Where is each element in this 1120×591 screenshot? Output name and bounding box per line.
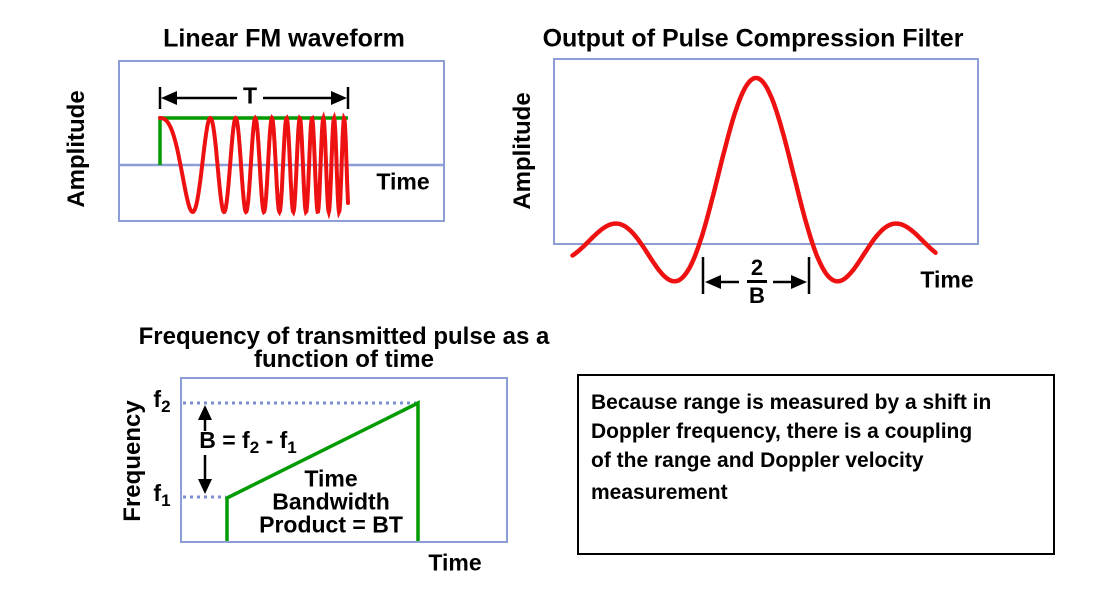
f2-label: f2 (153, 387, 170, 417)
note-box: Because range is measured by a shift in … (577, 374, 1055, 555)
pulse-width-label: T (242, 82, 258, 109)
time-bandwidth-annotation: Time Bandwidth Product = BT (259, 465, 403, 538)
f2-subscript: 2 (161, 397, 171, 417)
f2-base: f (153, 386, 162, 413)
lfm-y-axis-label: Amplitude (62, 90, 90, 208)
lfm-title: Linear FM waveform (163, 24, 405, 53)
bandwidth-eq-part1: B = f (199, 427, 250, 454)
lobe-arrowhead-right (791, 275, 807, 289)
f1-label: f1 (153, 481, 170, 511)
mainlobe-width-fraction: 2 B (735, 255, 779, 308)
tb-annotation-line1: Time (304, 465, 358, 492)
note-line3: of the range and Doppler velocity (591, 449, 924, 472)
pcf-x-axis-label: Time (920, 266, 974, 293)
fraction-denominator: B (749, 283, 765, 308)
fraction-numerator: 2 (750, 255, 764, 280)
bandwidth-eq-part2: - f (259, 427, 288, 454)
tb-annotation-line2: Bandwidth (272, 488, 390, 515)
f1-base: f (153, 480, 162, 507)
freq-title-line1: Frequency of transmitted pulse as a (138, 323, 550, 350)
lfm-plot-box (118, 60, 445, 222)
tb-annotation-line3: Product = BT (259, 511, 403, 538)
bandwidth-equation: B = f2 - f1 (199, 428, 297, 458)
freq-y-axis-label: Frequency (118, 400, 146, 522)
note-line2: Doppler frequency, there is a coupling (591, 420, 973, 443)
note-line4: measurement (591, 481, 728, 504)
f1-subscript: 1 (161, 491, 171, 511)
pcf-title: Output of Pulse Compression Filter (542, 24, 964, 53)
bandwidth-eq-sub2: 1 (287, 438, 297, 458)
lfm-x-axis-label: Time (376, 168, 430, 195)
note-line1: Because range is measured by a shift in (591, 391, 992, 414)
freq-x-axis-label: Time (428, 549, 482, 576)
bandwidth-eq-sub1: 2 (249, 438, 260, 458)
freq-title: Frequency of transmitted pulse as a func… (138, 323, 550, 373)
lobe-arrowhead-left (705, 275, 721, 289)
pcf-y-axis-label: Amplitude (508, 92, 536, 210)
pcf-plot-box (553, 58, 979, 245)
freq-title-line2: function of time (254, 346, 434, 373)
